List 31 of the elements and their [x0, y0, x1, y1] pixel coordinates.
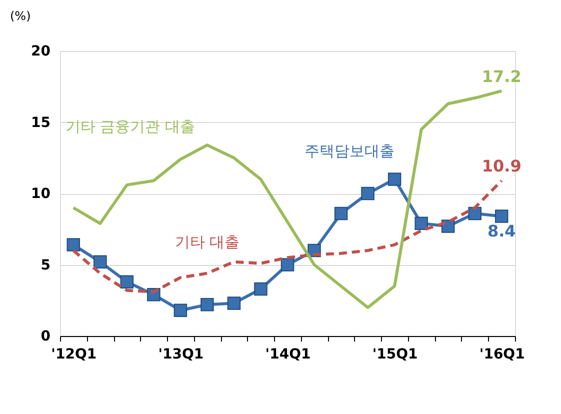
y-tick-label: 0 — [40, 328, 51, 344]
point — [94, 255, 107, 269]
y-tick-label: 5 — [40, 257, 50, 274]
point — [200, 298, 214, 312]
point — [66, 238, 80, 252]
x-tick-label: '12Q1 — [51, 346, 97, 362]
point — [280, 258, 294, 272]
point — [334, 206, 348, 220]
x-tick-label: '13Q1 — [158, 346, 204, 362]
data-label: 10.9 — [482, 156, 522, 176]
point — [494, 210, 508, 223]
y-axis-title: (%) — [10, 9, 31, 23]
point — [227, 296, 241, 310]
series-label: 기타 대출 — [174, 232, 240, 251]
x-tick-label: '14Q1 — [265, 346, 311, 362]
point — [361, 186, 374, 200]
x-tick-label: '15Q1 — [372, 346, 418, 362]
point — [254, 282, 268, 296]
point — [388, 172, 402, 186]
series-label: 기타 금융기관 대출 — [65, 118, 195, 136]
y-tick-label: 20 — [31, 44, 51, 60]
data-label: 17.2 — [482, 66, 522, 86]
y-tick-label: 15 — [31, 114, 50, 131]
point — [174, 304, 188, 317]
x-tick-label: '16Q1 — [479, 346, 525, 362]
point — [414, 216, 428, 230]
point — [120, 275, 134, 288]
point — [468, 206, 482, 220]
series-label: 주택담보대출 — [304, 142, 395, 160]
data-label: 8.4 — [487, 221, 516, 240]
y-tick-label: 10 — [31, 186, 51, 202]
